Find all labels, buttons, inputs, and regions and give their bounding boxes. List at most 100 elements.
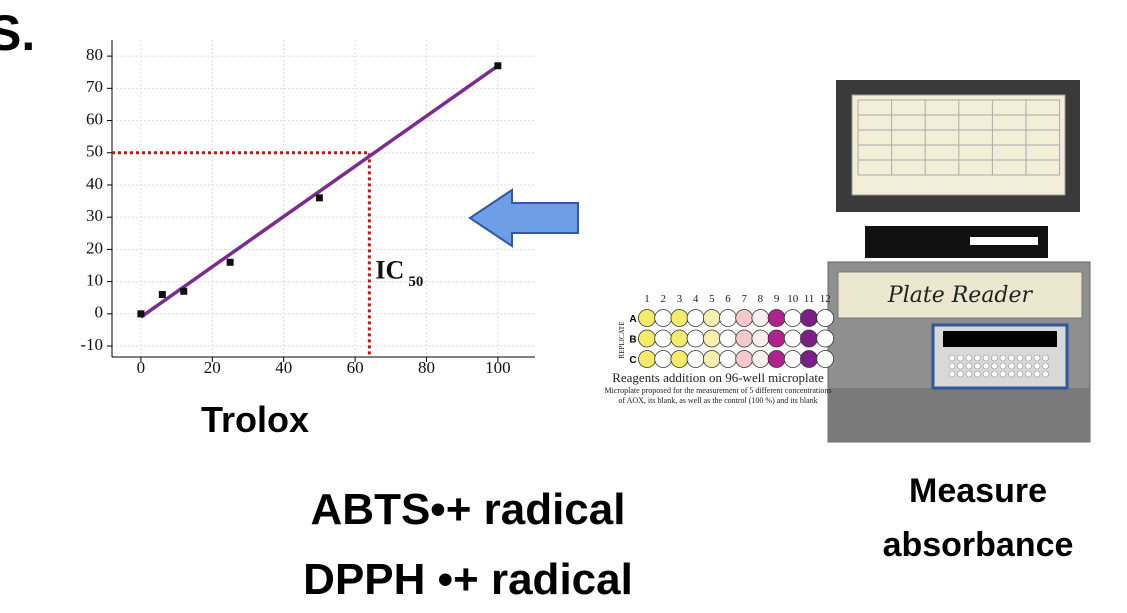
reader-well [1026, 371, 1032, 377]
well [801, 330, 818, 347]
reader-well [1026, 363, 1032, 369]
slide: S. -1001020304050607080020406080100IC50 … [0, 0, 1127, 613]
plate-caption: Microplate proposed for the measurement … [605, 386, 832, 395]
measure-label: absorbance [883, 526, 1074, 564]
reader-well [1026, 355, 1032, 361]
reader-well [983, 363, 989, 369]
column-number: 2 [660, 293, 666, 305]
well [639, 310, 656, 327]
chart-label: Trolox [201, 399, 309, 440]
ic50-subscript: 50 [408, 274, 423, 290]
reader-well [1000, 371, 1006, 377]
reader-well [958, 363, 964, 369]
reader-well [966, 355, 972, 361]
x-tick-label: 80 [418, 358, 435, 377]
point [316, 194, 323, 201]
well [720, 330, 737, 347]
reader-well [949, 363, 955, 369]
reader-well [949, 355, 955, 361]
reader-well [958, 355, 964, 361]
column-number: 8 [758, 293, 764, 305]
reader-well [1017, 363, 1023, 369]
well [817, 351, 834, 368]
well [703, 330, 720, 347]
y-tick-label: 20 [86, 238, 103, 257]
well [736, 330, 753, 347]
well [655, 310, 672, 327]
column-number: 4 [693, 293, 699, 305]
well [687, 351, 704, 368]
well [736, 310, 753, 327]
point [180, 288, 187, 295]
reader-well [1034, 371, 1040, 377]
well [671, 351, 688, 368]
y-tick-label: 70 [86, 77, 103, 96]
column-number: 3 [677, 293, 683, 305]
column-number: 1 [644, 293, 650, 305]
reader-well [958, 371, 964, 377]
reader-well [983, 371, 989, 377]
reader-well [1000, 355, 1006, 361]
radical-label: ABTS•+ radical [311, 485, 626, 534]
reader-label: Plate Reader [887, 283, 1034, 308]
reader-well [1000, 363, 1006, 369]
well [768, 351, 785, 368]
y-tick-label: 60 [86, 109, 103, 128]
well [720, 351, 737, 368]
fit-line [141, 66, 498, 317]
column-number: 9 [774, 293, 780, 305]
reader-well [1017, 371, 1023, 377]
reader-well [949, 371, 955, 377]
well [736, 351, 753, 368]
reader-well [1009, 363, 1015, 369]
y-tick-label: 0 [95, 303, 104, 322]
side-label: REPLICATE [618, 322, 626, 359]
row-letter: C [629, 355, 636, 366]
well [768, 310, 785, 327]
x-tick-label: 60 [347, 358, 364, 377]
reader-well [975, 371, 981, 377]
reader-well [983, 355, 989, 361]
well [703, 310, 720, 327]
reader-well [992, 355, 998, 361]
row-letter: B [629, 335, 636, 346]
well [817, 330, 834, 347]
reader-well [992, 371, 998, 377]
reader-well [966, 371, 972, 377]
corner-text: S. [0, 5, 35, 61]
microplate: 123456789101112ABCREPLICATEReagents addi… [605, 285, 834, 405]
well [784, 310, 801, 327]
plate-title: Reagents addition on 96-well microplate [612, 370, 824, 385]
y-tick-label: 50 [86, 142, 103, 161]
point [227, 259, 234, 266]
y-tick-label: 80 [86, 45, 103, 64]
reader-well [966, 363, 972, 369]
reader-base [828, 388, 1090, 442]
y-tick-label: 10 [86, 271, 103, 290]
measure-label: Measure [909, 472, 1047, 510]
well [801, 351, 818, 368]
well [817, 310, 834, 327]
y-tick-label: 40 [86, 174, 103, 193]
well [768, 330, 785, 347]
well [671, 310, 688, 327]
column-number: 6 [725, 293, 731, 305]
y-tick-label: -10 [80, 335, 103, 354]
reader-well [1043, 363, 1049, 369]
reader-bar [943, 331, 1057, 347]
well [752, 351, 769, 368]
well [655, 330, 672, 347]
reader-well [1034, 355, 1040, 361]
well [671, 330, 688, 347]
well [784, 351, 801, 368]
reader-well [1043, 355, 1049, 361]
well [720, 310, 737, 327]
well [687, 310, 704, 327]
well [687, 330, 704, 347]
well [752, 330, 769, 347]
well [639, 330, 656, 347]
column-number: 5 [709, 293, 715, 305]
reader-well [1009, 355, 1015, 361]
reader-well [975, 363, 981, 369]
